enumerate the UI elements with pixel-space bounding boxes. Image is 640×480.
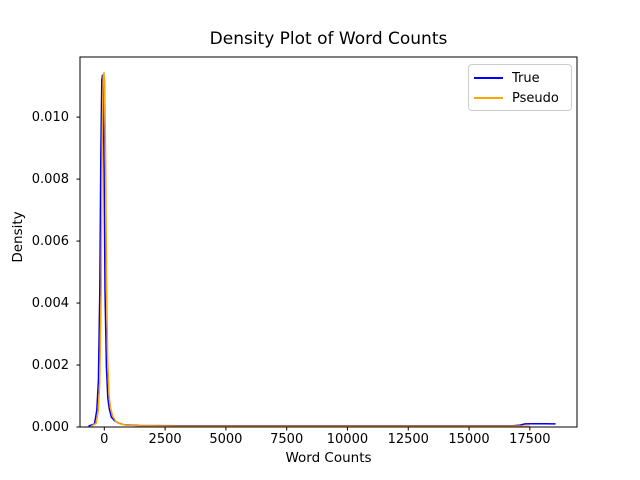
legend-line-sample-true [474,77,503,79]
y-tick-label: 0.006 [31,233,69,249]
y-tick-label: 0.000 [31,419,69,435]
x-tick-label: 17500 [509,432,551,447]
y-tick-label: 0.008 [31,171,69,187]
legend-label-true: True [512,70,540,86]
legend-line-sample-pseudo [474,97,503,99]
density-curve-true [88,74,556,427]
y-axis-label: Density [10,211,26,263]
legend: True Pseudo [468,64,572,111]
legend-label-pseudo: Pseudo [512,90,559,106]
x-axis-label: Word Counts [285,450,372,466]
x-tick-label: 0 [100,432,109,447]
y-tick-label: 0.004 [31,295,69,311]
legend-item-true: True [469,68,540,88]
x-tick-label: 7500 [270,432,304,447]
axes-spines [79,56,578,428]
density-curve-pseudo [90,71,530,427]
x-tick-label: 12500 [387,432,429,447]
x-tick-label: 2500 [148,432,182,447]
x-tick-label: 10000 [326,432,369,447]
y-tick-label: 0.010 [31,109,69,125]
chart-title: Density Plot of Word Counts [209,29,448,49]
y-tick-label: 0.002 [31,357,69,373]
legend-item-pseudo: Pseudo [469,88,559,108]
x-tick-label: 5000 [209,432,243,447]
x-tick-label: 15000 [448,432,490,447]
